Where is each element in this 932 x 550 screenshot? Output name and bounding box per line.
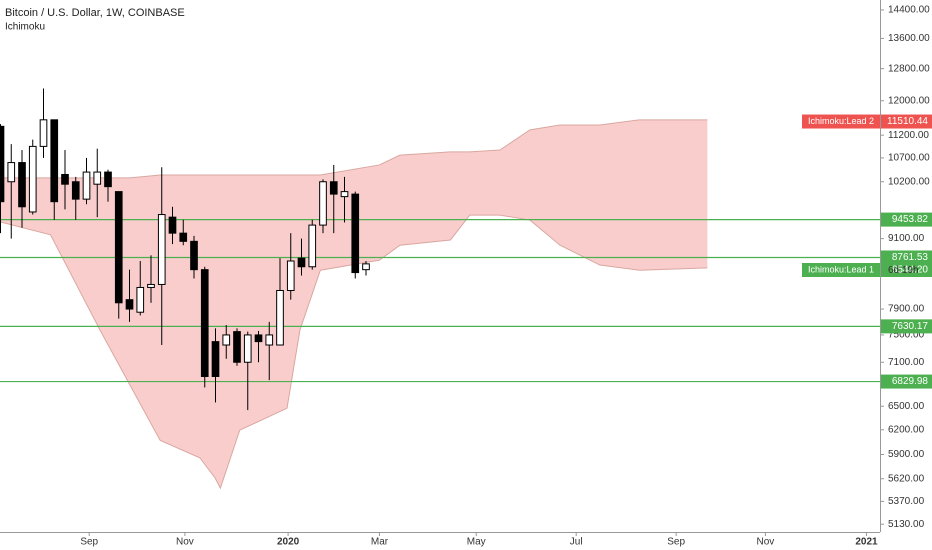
y-tick-label: 10200.00: [888, 176, 930, 187]
candle-body: [157, 214, 166, 285]
price-label: 8761.53: [892, 252, 929, 263]
candle-body: [362, 263, 370, 271]
y-tick-label: 11200.00: [888, 130, 929, 141]
candle-body: [351, 193, 360, 274]
candle-body: [114, 191, 123, 304]
candle-body: [125, 299, 134, 310]
y-tick-label: 5620.00: [888, 473, 925, 484]
y-tick-label: 5130.00: [888, 519, 925, 530]
y-tick-label: 7100.00: [888, 357, 925, 368]
candle-body: [7, 162, 16, 183]
indicator-name-label: Ichimoku:Lead 1: [808, 264, 874, 274]
y-tick-label: 7500.00: [888, 330, 925, 341]
x-tick-label: Sep: [667, 537, 685, 548]
candle-body: [136, 286, 145, 313]
indicator-value-label: 11510.44: [887, 116, 928, 127]
price-label: 9453.82: [892, 214, 929, 225]
y-tick-label: 5900.00: [888, 449, 925, 460]
y-tick-label: 14400.00: [888, 5, 930, 16]
candle-body: [222, 334, 231, 346]
candle-body: [179, 232, 188, 242]
x-tick-label: Sep: [80, 537, 98, 548]
y-tick-label: 10700.00: [888, 153, 930, 164]
price-label-box: [881, 212, 932, 227]
candle-body: [286, 260, 295, 291]
x-tick-label: 2020: [277, 537, 300, 548]
candle-body: [71, 181, 80, 200]
y-tick-label: 6500.00: [888, 401, 925, 412]
indicator-value-box: [881, 262, 932, 277]
candle-body: [39, 119, 48, 147]
price-label: 6829.98: [892, 376, 929, 387]
candle-body: [93, 171, 102, 185]
candle-body: [200, 269, 209, 377]
indicator-name-box: [802, 262, 880, 277]
x-tick-label: Nov: [176, 537, 194, 548]
price-label: 7630.17: [892, 321, 929, 332]
cloud-edge: [0, 119, 708, 179]
candle-body: [265, 334, 274, 346]
x-tick-label: May: [467, 537, 486, 548]
candle-body: [340, 191, 349, 198]
cloud-edge: [0, 214, 708, 490]
candle-body: [276, 289, 284, 346]
candle-body: [319, 181, 327, 226]
x-tick-label: Jul: [570, 537, 583, 548]
indicator-name: Ichimoku: [5, 22, 45, 33]
indicator-name-box: [802, 114, 880, 129]
candle-body: [18, 162, 26, 208]
candle-body: [308, 224, 317, 268]
y-tick-label: 5370.00: [888, 496, 925, 507]
x-tick-label: 2021: [855, 537, 878, 548]
candle-body: [82, 171, 91, 200]
price-label-box: [881, 319, 932, 334]
x-tick-label: Nov: [757, 537, 775, 548]
candle-body: [168, 216, 177, 234]
candle-body: [61, 173, 69, 185]
candle-body: [0, 125, 5, 203]
indicator-value-label: 8544.20: [892, 265, 929, 276]
y-tick-label: 7900.00: [888, 304, 925, 315]
y-tick-label: 12000.00: [888, 95, 930, 106]
y-tick-label: 12800.00: [888, 63, 930, 74]
candle-body: [211, 341, 220, 377]
cloud-fill: [0, 119, 708, 489]
candle-body: [329, 181, 338, 195]
candle-body: [50, 119, 59, 203]
candle-body: [190, 240, 198, 271]
price-label-box: [881, 250, 932, 265]
price-label-box: [881, 374, 932, 389]
plot-area: [0, 88, 880, 490]
indicator-name-label: Ichimoku:Lead 2: [808, 116, 874, 126]
y-tick-label: 6200.00: [888, 424, 925, 435]
candle-body: [147, 283, 155, 288]
x-tick-label: Mar: [371, 537, 389, 548]
chart-title: Bitcoin / U.S. Dollar, 1W, COINBASE: [5, 7, 185, 19]
candle-body: [104, 171, 112, 188]
candle-body: [28, 145, 37, 213]
candle-body: [243, 334, 252, 363]
candle-body: [254, 334, 263, 343]
candle-body: [297, 257, 306, 268]
candle-body: [233, 331, 241, 363]
y-tick-label: 13600.00: [888, 33, 930, 44]
bar-countdown: 6d 19h: [888, 265, 919, 276]
indicator-value-box: [881, 114, 932, 129]
y-tick-label: 9100.00: [888, 233, 925, 244]
